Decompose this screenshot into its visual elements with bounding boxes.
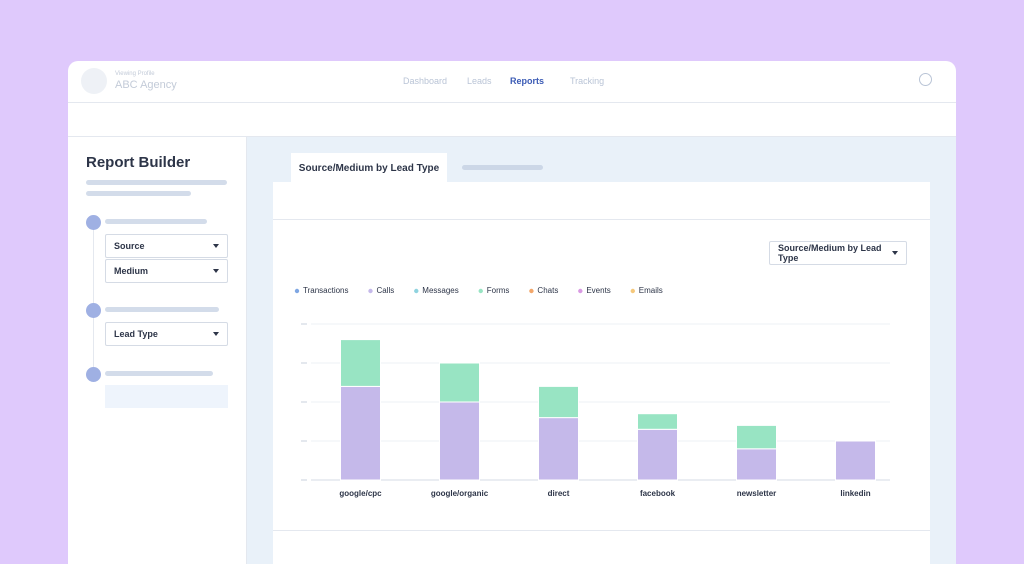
user-icon[interactable]	[919, 73, 932, 86]
nav-item[interactable]: Tracking	[570, 76, 605, 86]
legend-swatch	[294, 288, 300, 294]
bar-segment	[637, 413, 678, 430]
avatar	[81, 68, 107, 94]
legend-swatch	[630, 288, 635, 294]
placeholder	[105, 371, 213, 376]
bar-segment	[340, 385, 381, 481]
bar-segment	[538, 417, 579, 481]
legend-swatch	[529, 288, 534, 294]
legend-label: Events	[586, 286, 610, 295]
tab-placeholder	[462, 165, 543, 170]
legend-swatch	[478, 288, 483, 294]
placeholder	[86, 191, 191, 196]
bar-segment	[439, 401, 480, 481]
legend-label: Forms	[487, 286, 510, 295]
placeholder	[86, 180, 227, 185]
x-tick-label: linkedin	[840, 489, 870, 498]
sidebar-title: Report Builder	[86, 154, 191, 171]
x-tick-label: google/cpc	[339, 489, 382, 498]
dropdown[interactable]: Lead Type	[105, 322, 228, 346]
divider	[273, 530, 930, 531]
bar-segment	[736, 448, 777, 481]
legend-label: Chats	[537, 286, 558, 295]
step-line	[93, 226, 94, 376]
chart: Transactions Calls Messages Forms Chats Event…	[294, 286, 890, 498]
sidebar-border	[246, 136, 247, 564]
nav-item-active[interactable]: Reports	[510, 76, 545, 86]
legend-swatch	[414, 288, 419, 294]
legend-label: Transactions	[303, 286, 349, 295]
step-dot	[86, 303, 101, 318]
legend-label: Messages	[422, 286, 458, 295]
legend-label: Calls	[377, 286, 395, 295]
x-tick-label: newsletter	[737, 489, 777, 498]
nav-item[interactable]: Dashboard	[403, 76, 448, 86]
bar-segment	[340, 339, 381, 387]
profile-label: Viewing Profile	[115, 71, 155, 77]
nav-item[interactable]: Leads	[467, 76, 492, 86]
legend-label: Emails	[639, 286, 663, 295]
bar-segment	[835, 440, 876, 481]
divider	[68, 136, 956, 137]
step-dot	[86, 367, 101, 382]
divider	[68, 102, 956, 103]
placeholder-box	[105, 385, 228, 408]
dropdown[interactable]: Source	[105, 234, 228, 258]
legend-swatch	[578, 288, 583, 294]
step-dot	[86, 215, 101, 230]
legend-swatch	[368, 288, 373, 294]
x-tick-label: google/organic	[431, 489, 489, 498]
x-tick-label: facebook	[640, 489, 676, 498]
tab[interactable]: Source/Medium by Lead Type	[291, 153, 447, 183]
bar-segment	[736, 424, 777, 450]
dropdown[interactable]: Medium	[105, 259, 228, 283]
divider	[273, 219, 930, 220]
bar-segment	[538, 385, 579, 419]
report-selector[interactable]: Source/Medium by Lead Type	[769, 241, 907, 265]
x-tick-label: direct	[548, 489, 570, 498]
placeholder	[105, 219, 207, 224]
profile-name: ABC Agency	[115, 79, 177, 91]
app-window: Viewing Profile ABC Agency Dashboard Lea…	[68, 61, 956, 564]
bar-segment	[637, 428, 678, 481]
bar-segment	[439, 362, 480, 403]
placeholder	[105, 307, 219, 312]
